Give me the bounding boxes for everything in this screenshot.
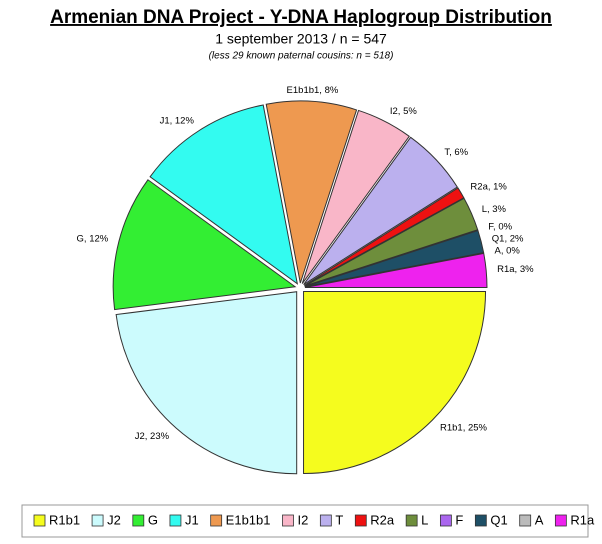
pie-slice bbox=[301, 109, 410, 284]
legend-label: R2a bbox=[370, 512, 395, 527]
pie-slice bbox=[115, 291, 298, 475]
legend-swatch bbox=[554, 514, 567, 527]
chart-subtitle: 1 september 2013 / n = 547 bbox=[215, 31, 387, 47]
pie-slice bbox=[303, 136, 459, 285]
slice-label: G, 12% bbox=[77, 233, 109, 244]
legend: R1b1 J2 G J1 E1b1b1 I2 T R2a L F Q1 A R1a bbox=[33, 512, 595, 527]
slice-label: R1a, 3% bbox=[497, 264, 534, 275]
slice-label: J1, 12% bbox=[160, 115, 195, 126]
legend-label: Q1 bbox=[490, 512, 507, 527]
slice-label: R1b1, 25% bbox=[440, 423, 488, 434]
legend-swatch bbox=[439, 514, 452, 527]
slice-label: F, 0% bbox=[488, 221, 512, 232]
pie-slice bbox=[112, 179, 297, 311]
slice-label: T, 6% bbox=[444, 147, 468, 158]
legend-label: F bbox=[455, 512, 463, 527]
legend-label: E1b1b1 bbox=[226, 512, 271, 527]
chart-title: Armenian DNA Project - Y-DNA Haplogroup … bbox=[50, 7, 552, 28]
legend-box bbox=[21, 504, 589, 538]
legend-swatch bbox=[319, 514, 332, 527]
slice-label: I2, 5% bbox=[390, 106, 417, 117]
legend-swatch bbox=[519, 514, 532, 527]
pie-slice bbox=[304, 252, 488, 289]
slice-label: Q1, 2% bbox=[492, 233, 524, 244]
pie: R1b1, 25% J2, 23% G, 12% J1, 12% E1b1b1, 8% I… bbox=[77, 85, 534, 475]
slice-label: E1b1b1, 8% bbox=[287, 85, 339, 96]
legend-swatch bbox=[354, 514, 367, 527]
legend-label: A bbox=[535, 512, 544, 527]
legend-label: L bbox=[421, 512, 428, 527]
legend-label: J2 bbox=[107, 512, 121, 527]
legend-swatch bbox=[33, 514, 46, 527]
chart-note: (less 29 known paternal cousins: n = 518… bbox=[209, 51, 394, 62]
slice-label: J2, 23% bbox=[135, 431, 170, 442]
legend-swatch bbox=[210, 514, 223, 527]
legend-label: I2 bbox=[298, 512, 309, 527]
legend-label: R1b1 bbox=[49, 512, 80, 527]
legend-label: G bbox=[148, 512, 158, 527]
slice-label: A, 0% bbox=[494, 245, 520, 256]
pie-slice bbox=[304, 187, 465, 286]
legend-label: J1 bbox=[185, 512, 199, 527]
legend-label: T bbox=[335, 512, 343, 527]
pie-slice bbox=[303, 291, 487, 475]
legend-swatch bbox=[91, 514, 104, 527]
legend-swatch bbox=[474, 514, 487, 527]
legend-swatch bbox=[282, 514, 294, 527]
pie-slice bbox=[265, 100, 358, 284]
legend-label: R1a bbox=[570, 512, 595, 527]
slice-label: L, 3% bbox=[482, 204, 507, 215]
slice-label: R2a, 1% bbox=[470, 182, 507, 193]
legend-swatch bbox=[405, 514, 418, 527]
legend-swatch bbox=[169, 514, 182, 527]
legend-swatch bbox=[132, 514, 145, 527]
pie-slice bbox=[149, 104, 299, 285]
